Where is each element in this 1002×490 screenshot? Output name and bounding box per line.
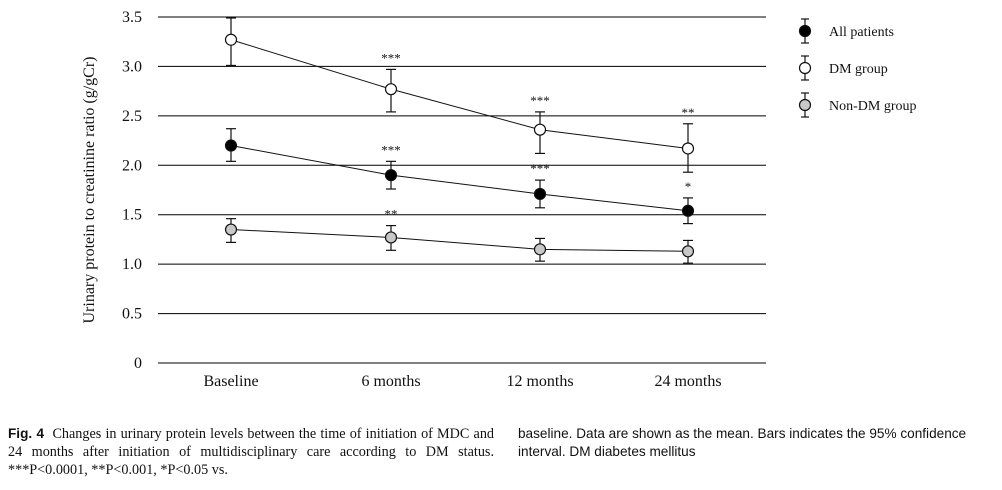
legend-marker xyxy=(798,98,812,112)
data-point xyxy=(224,223,238,236)
y-tick-label: 2.5 xyxy=(122,108,142,125)
y-axis-label: Urinary protein to creatinine ratio (g/g… xyxy=(81,56,98,323)
line-chart: Urinary protein to creatinine ratio (g/g… xyxy=(81,9,917,390)
data-point xyxy=(224,139,238,152)
legend-marker xyxy=(798,24,812,38)
significance-label: *** xyxy=(530,93,550,108)
figure-label: Fig. 4 xyxy=(8,426,45,441)
y-tick-label: 0 xyxy=(134,355,142,372)
data-point xyxy=(224,33,238,46)
caption-text-right: baseline. Data are shown as the mean. Ba… xyxy=(518,426,967,459)
caption-continuation: baseline. Data are shown as the mean. Ba… xyxy=(518,425,994,461)
legend-item: DM group xyxy=(798,55,888,81)
significance-label: * xyxy=(685,179,692,194)
legend-label: DM group xyxy=(829,62,888,77)
y-tick-label: 2.0 xyxy=(122,157,142,174)
data-point xyxy=(384,169,398,182)
data-point xyxy=(681,142,695,155)
legend-marker xyxy=(798,61,812,75)
significance-label: *** xyxy=(530,161,550,176)
y-tick-label: 0.5 xyxy=(122,306,142,323)
data-point xyxy=(384,231,398,244)
caption-text-left: Changes in urinary protein levels betwee… xyxy=(8,426,495,478)
significance-label: *** xyxy=(381,142,401,157)
data-point xyxy=(384,83,398,96)
data-point xyxy=(681,204,695,217)
series-0: ******* xyxy=(224,128,695,225)
y-tick-label: 3.5 xyxy=(122,9,142,26)
figure-caption: Fig. 4 Changes in urinary protein levels… xyxy=(8,425,494,479)
data-point xyxy=(533,123,547,136)
data-point xyxy=(533,187,547,201)
y-tick-label: 1.5 xyxy=(122,207,142,224)
y-tick-label: 1.0 xyxy=(122,256,142,273)
series-line xyxy=(230,229,689,252)
x-tick-label: 12 months xyxy=(506,373,573,390)
series-line xyxy=(230,145,689,212)
y-tick-label: 3.0 xyxy=(122,58,142,75)
data-point xyxy=(533,243,547,256)
legend-item: Non-DM group xyxy=(798,92,917,118)
series-1: ******** xyxy=(224,17,695,173)
series-2: ** xyxy=(224,207,695,264)
data-point xyxy=(681,245,695,258)
legend-label: Non-DM group xyxy=(829,99,917,114)
x-tick-label: Baseline xyxy=(203,373,258,390)
significance-label: ** xyxy=(385,207,398,222)
x-tick-label: 6 months xyxy=(361,373,420,390)
x-tick-label: 24 months xyxy=(654,373,721,390)
significance-label: *** xyxy=(381,50,401,65)
legend-item: All patients xyxy=(798,18,894,44)
legend-label: All patients xyxy=(829,25,894,40)
significance-label: ** xyxy=(682,105,695,120)
series-line xyxy=(230,39,689,149)
